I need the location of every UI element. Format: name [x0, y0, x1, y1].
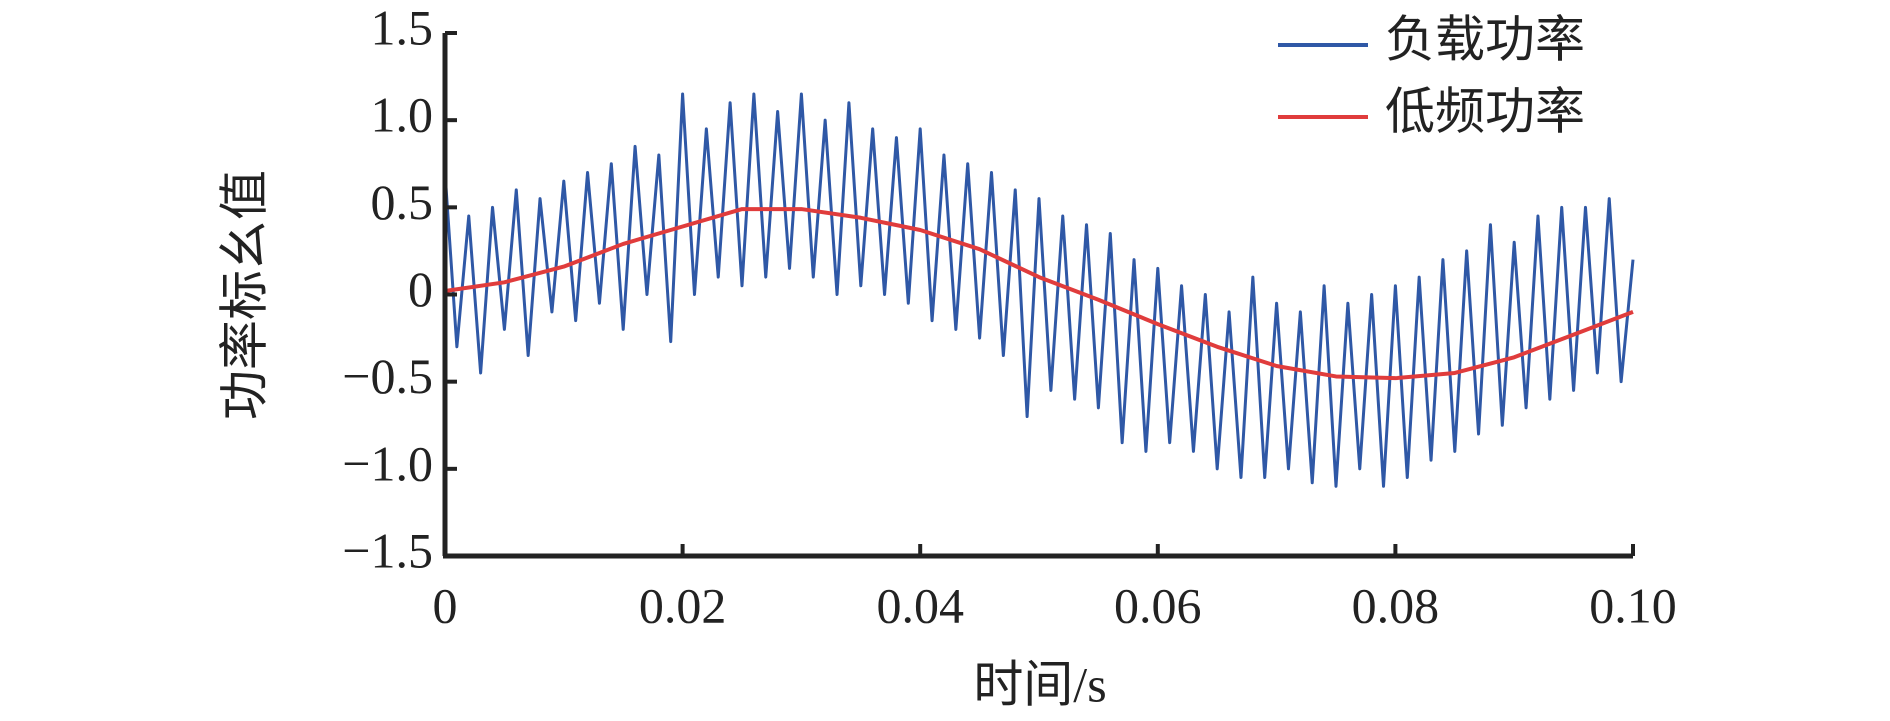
y-tick-label: −1.0 — [342, 435, 433, 491]
x-tick-label: 0.08 — [1352, 577, 1440, 633]
x-tick-label: 0.06 — [1114, 577, 1202, 633]
x-axis-label: 时间/s — [973, 656, 1106, 712]
legend-label: 负载功率 — [1385, 11, 1585, 67]
y-tick-label: −1.5 — [342, 522, 433, 578]
x-tick-label: 0.04 — [876, 577, 964, 633]
y-axis-label: 功率标幺值 — [216, 170, 272, 420]
y-tick-label: 1.0 — [371, 87, 434, 143]
x-tick-label: 0.10 — [1589, 577, 1677, 633]
x-tick-label: 0.02 — [639, 577, 727, 633]
y-tick-label: 1.5 — [371, 0, 434, 55]
legend-label: 低频功率 — [1385, 83, 1585, 139]
y-tick-label: 0.5 — [371, 174, 434, 230]
y-tick-label: 0 — [408, 261, 433, 317]
x-tick-label: 0 — [433, 577, 458, 633]
series-line — [443, 92, 1635, 488]
series-line — [444, 207, 1634, 381]
y-tick-label: −0.5 — [342, 348, 433, 404]
